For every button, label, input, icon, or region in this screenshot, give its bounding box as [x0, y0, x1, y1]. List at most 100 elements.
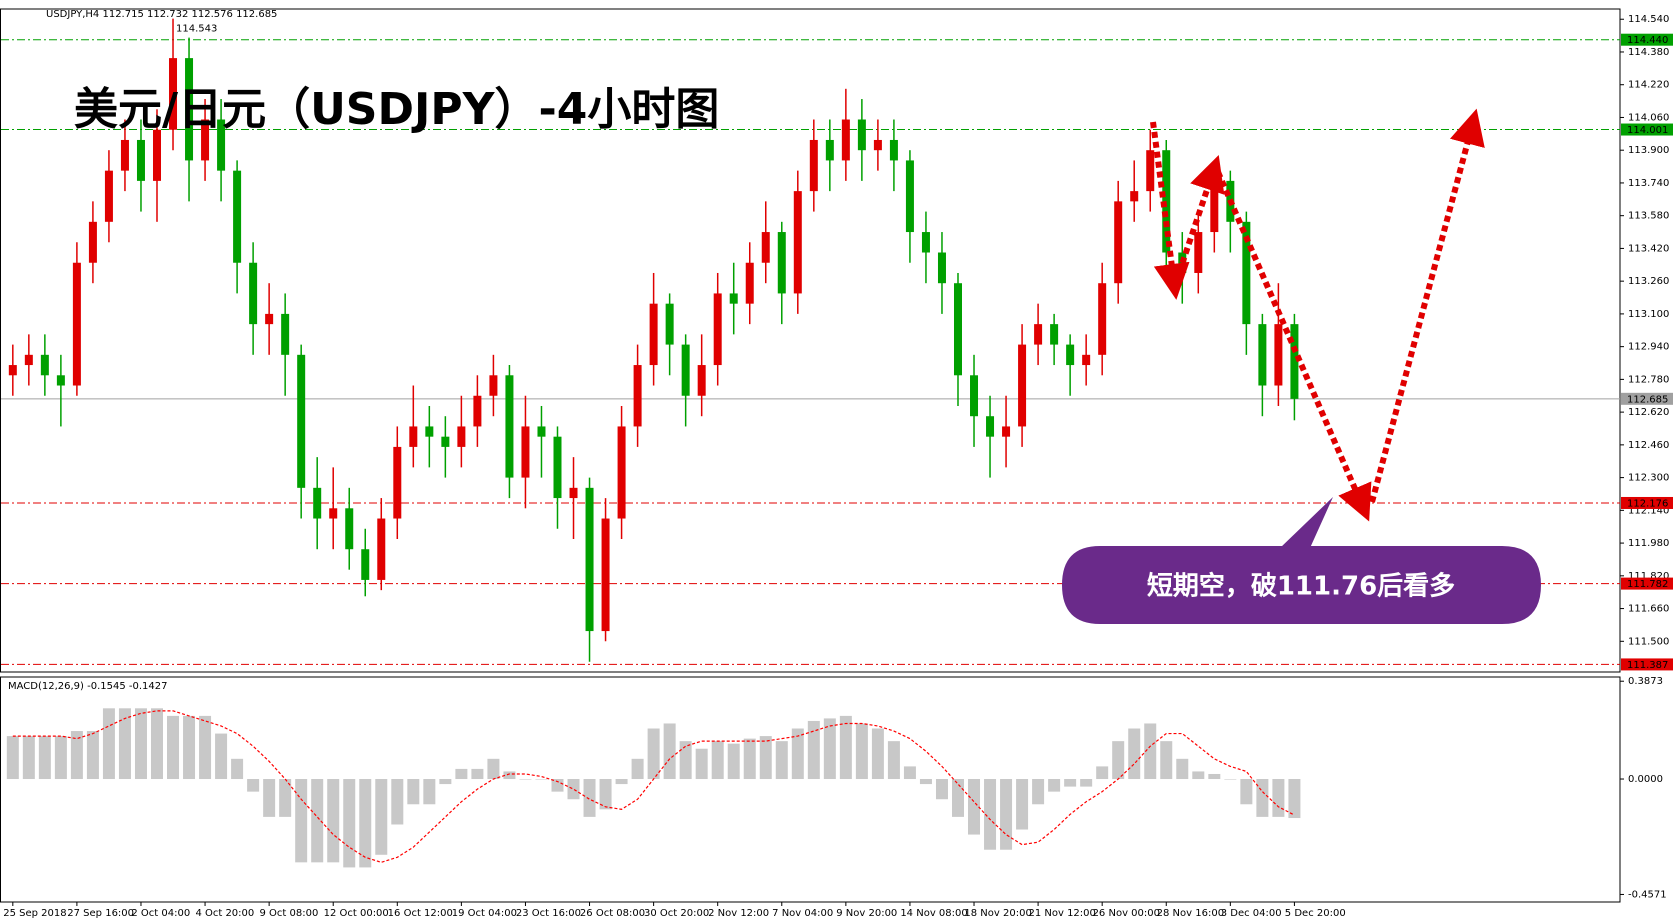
macd-bar: [295, 779, 308, 863]
macd-bar: [695, 748, 708, 780]
candle-body: [24, 354, 33, 366]
candle-body: [120, 139, 129, 171]
candle-body: [761, 232, 770, 263]
macd-bar: [183, 715, 196, 780]
y-tick-label: 112.300: [1628, 473, 1669, 484]
macd-bar: [455, 768, 468, 780]
level-label: 112.176: [1627, 498, 1668, 509]
macd-bar: [375, 779, 388, 855]
candle-body: [569, 487, 578, 499]
arrow: [1150, 121, 1190, 300]
candle-body: [1018, 344, 1027, 427]
macd-bar: [935, 779, 948, 800]
candle-body: [233, 170, 242, 263]
macd-bar: [102, 708, 115, 780]
candle-body: [825, 139, 834, 161]
macd-bar: [38, 736, 51, 780]
y-tick-label: 114.540: [1628, 14, 1669, 25]
candle-body: [1050, 324, 1059, 345]
level-label: 114.001: [1627, 125, 1668, 136]
candle-body: [841, 119, 850, 161]
macd-bar: [583, 779, 596, 817]
y-tick-label: 113.100: [1628, 309, 1669, 320]
y-tick-label: 114.060: [1628, 112, 1669, 123]
candle-body: [1242, 221, 1251, 325]
y-tick-label: 113.900: [1628, 145, 1669, 156]
candle-body: [201, 119, 210, 161]
macd-bar: [535, 779, 548, 780]
candle-body: [1034, 324, 1043, 345]
candle-body: [457, 426, 466, 447]
candle-body: [377, 518, 386, 580]
candle-body: [1130, 191, 1139, 202]
macd-bar: [327, 779, 340, 863]
macd-bar: [1048, 779, 1061, 792]
candle-body: [185, 58, 194, 161]
candle-body: [265, 313, 274, 325]
macd-bar: [150, 708, 163, 780]
header: USDJPY,H4 112.715 112.732 112.576 112.68…: [46, 9, 277, 20]
candle-body: [633, 365, 642, 427]
macd-bar: [727, 743, 740, 780]
arrow: [1215, 170, 1372, 522]
x-tick-label: 14 Nov 08:00: [900, 908, 967, 919]
candle-body: [152, 129, 161, 181]
candle-body: [489, 375, 498, 396]
macd-bar: [871, 728, 884, 780]
macd-bar: [599, 779, 612, 810]
y-tick-label: 114.220: [1628, 80, 1669, 91]
macd-bar: [487, 758, 500, 780]
x-tick-label: 5 Dec 20:00: [1285, 908, 1346, 919]
macd-bar: [1208, 773, 1221, 780]
y-tick-label: 112.460: [1628, 440, 1669, 451]
y-tick-label: 111.500: [1628, 636, 1669, 647]
candle-body: [345, 508, 354, 550]
candle-body: [1258, 324, 1267, 386]
x-tick-label: 30 Oct 20:00: [644, 908, 709, 919]
x-tick-label: 21 Nov 12:00: [1028, 908, 1095, 919]
high-label: 114.543: [176, 24, 217, 35]
x-tick-label: 12 Oct 00:00: [324, 908, 389, 919]
macd-bar: [359, 779, 372, 868]
y-tick-label: 113.580: [1628, 211, 1669, 222]
macd-bar: [631, 758, 644, 780]
arrows: [1150, 108, 1485, 522]
candle-body: [617, 426, 626, 519]
macd-bar: [118, 708, 131, 780]
macd-bar: [1160, 741, 1173, 780]
macd-bar: [1128, 728, 1141, 780]
x-tick-label: 18 Nov 20:00: [964, 908, 1031, 919]
candle-body: [745, 262, 754, 304]
macd-bar: [775, 741, 788, 780]
macd-bar: [711, 741, 724, 780]
macd-bar: [167, 715, 180, 780]
level-label: 114.440: [1627, 35, 1668, 46]
macd-bar: [663, 723, 676, 780]
y-tick-label: 0.0000: [1628, 774, 1663, 785]
candle-body: [681, 344, 690, 396]
macd-bar: [823, 718, 836, 780]
candle-body: [553, 436, 562, 499]
y-tick-label: 114.380: [1628, 47, 1669, 58]
macd-bar: [839, 715, 852, 780]
x-tick-label: 26 Oct 08:00: [580, 908, 645, 919]
candle-body: [40, 354, 49, 376]
candle-body: [729, 293, 738, 304]
y-tick-label: 112.780: [1628, 374, 1669, 385]
candle-body: [473, 395, 482, 427]
candle-body: [1290, 324, 1299, 399]
y-tick-label: 113.740: [1628, 178, 1669, 189]
y-tick-label: 112.940: [1628, 342, 1669, 353]
y-tick-label: 111.820: [1628, 571, 1669, 582]
y-tick-label: 111.980: [1628, 538, 1669, 549]
macd-bar: [70, 731, 83, 780]
x-tick-label: 28 Nov 16:00: [1157, 908, 1224, 919]
candle-body: [505, 375, 514, 478]
candle-body: [217, 119, 226, 171]
macd-bar: [903, 766, 916, 780]
arrow: [1369, 108, 1485, 503]
candle-body: [777, 232, 786, 294]
x-tick-label: 4 Oct 20:00: [195, 908, 254, 919]
x-tick-label: 16 Oct 12:00: [388, 908, 453, 919]
